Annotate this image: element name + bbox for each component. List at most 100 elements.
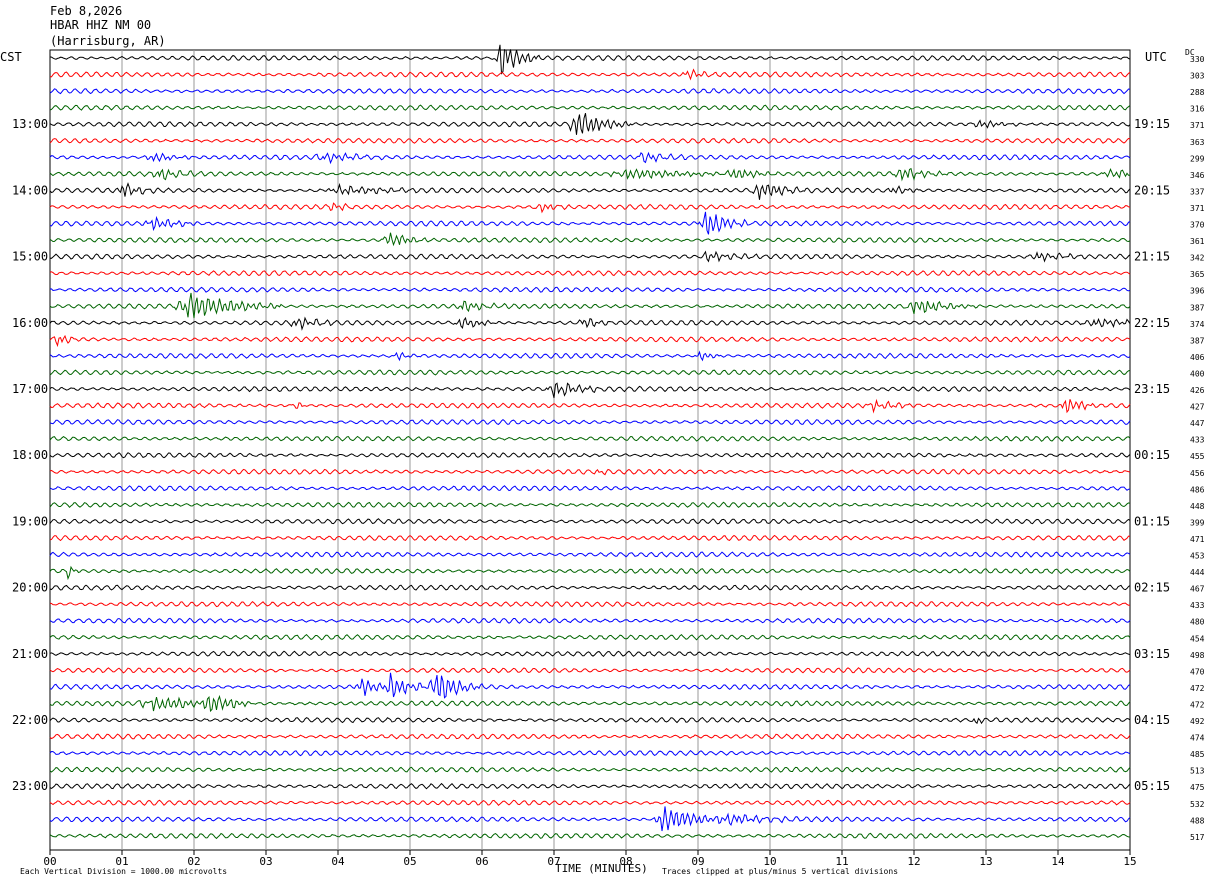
left-hour-label: 22:00	[12, 713, 48, 727]
seismic-trace	[49, 584, 1131, 591]
seismic-trace	[49, 501, 1131, 509]
dc-offset-label: 288	[1190, 88, 1205, 97]
seismic-trace	[49, 435, 1131, 442]
dc-offset-label: 467	[1190, 585, 1205, 594]
dc-offset-label: 371	[1190, 204, 1205, 213]
dc-offset-label: 433	[1190, 601, 1205, 610]
seismic-trace	[49, 452, 1131, 459]
right-hour-label: 03:15	[1134, 647, 1170, 661]
dc-offset-label: 371	[1190, 121, 1205, 130]
seismic-trace	[49, 634, 1131, 641]
seismic-trace	[49, 292, 1131, 319]
right-hour-label: 01:15	[1134, 514, 1170, 528]
left-hour-label: 18:00	[12, 448, 48, 462]
seismic-trace	[49, 211, 1131, 235]
seismic-trace	[49, 716, 1131, 725]
clip-note: Traces clipped at plus/minus 5 vertical …	[662, 867, 899, 876]
dc-offset-label: 453	[1190, 552, 1205, 561]
dc-offset-label: 454	[1190, 634, 1205, 643]
right-hour-label: 00:15	[1134, 448, 1170, 462]
left-hour-label: 20:00	[12, 581, 48, 595]
dc-offset-label: 472	[1190, 684, 1205, 693]
dc-offset-label: 444	[1190, 568, 1205, 577]
dc-offset-label: 387	[1190, 336, 1205, 345]
dc-offset-label: 400	[1190, 369, 1205, 378]
right-hour-label: 23:15	[1134, 382, 1170, 396]
dc-offset-label: 427	[1190, 403, 1205, 412]
right-hour-label: 21:15	[1134, 250, 1170, 264]
dc-offset-label: 342	[1190, 254, 1205, 263]
seismic-trace	[49, 232, 1131, 247]
seismic-trace	[49, 565, 1131, 581]
left-hour-label: 21:00	[12, 647, 48, 661]
seismic-trace	[49, 749, 1131, 757]
dc-offset-label: 485	[1190, 750, 1205, 759]
seismic-trace	[49, 87, 1131, 95]
x-tick-label: 04	[331, 855, 345, 868]
dc-offset-label: 399	[1190, 518, 1205, 527]
dc-offset-label: 426	[1190, 386, 1205, 395]
x-tick-label: 07	[547, 855, 560, 868]
dc-offset-label: 316	[1190, 105, 1205, 114]
dc-offset-label: 448	[1190, 502, 1205, 511]
seismic-trace	[49, 650, 1131, 657]
seismic-trace	[49, 551, 1131, 558]
seismic-trace	[49, 167, 1130, 182]
plot-frame	[49, 49, 1131, 851]
dc-offset-label: 517	[1190, 833, 1205, 842]
dc-offset-label: 486	[1190, 485, 1205, 494]
left-hour-label: 14:00	[12, 183, 48, 197]
x-tick-label: 03	[259, 855, 272, 868]
dc-offset-label: 532	[1190, 800, 1205, 809]
seismic-trace	[49, 44, 1131, 75]
seismic-trace	[49, 485, 1131, 492]
seismic-trace	[49, 137, 1131, 144]
seismic-trace	[49, 733, 1131, 740]
seismic-trace	[49, 601, 1131, 608]
left-hour-label: 19:00	[12, 514, 48, 528]
seismic-trace	[49, 250, 1131, 263]
seismic-trace	[49, 468, 1131, 476]
dc-offset-label: 456	[1190, 469, 1205, 478]
dc-offset-label: 480	[1190, 618, 1205, 627]
dc-offset-label: 474	[1190, 734, 1205, 743]
x-tick-label: 10	[763, 855, 776, 868]
x-tick-label: 01	[115, 855, 128, 868]
left-hour-label: 23:00	[12, 779, 48, 793]
seismic-trace	[49, 286, 1131, 294]
seismic-trace	[49, 350, 1131, 362]
dc-offset-label: 406	[1190, 353, 1205, 362]
dc-offset-label: 374	[1190, 320, 1205, 329]
dc-offset-label: 498	[1190, 651, 1205, 660]
x-tick-label: 09	[691, 855, 704, 868]
seismic-trace	[49, 369, 1131, 376]
dc-offset-label: 363	[1190, 138, 1205, 147]
left-timezone-label: CST	[0, 50, 22, 64]
station-location: (Harrisburg, AR)	[50, 34, 166, 48]
x-tick-label: 02	[187, 855, 200, 868]
dc-offset-label: 365	[1190, 270, 1205, 279]
dc-offset-label: 370	[1190, 221, 1205, 230]
right-hour-label: 19:15	[1134, 117, 1170, 131]
seismic-trace	[49, 806, 1131, 832]
x-tick-label: 06	[475, 855, 488, 868]
seismic-trace	[49, 766, 1131, 773]
seismic-trace	[49, 799, 1131, 807]
seismic-trace	[49, 694, 1131, 713]
seismic-trace	[49, 334, 1131, 348]
right-hour-label: 22:15	[1134, 316, 1170, 330]
x-tick-label: 13	[979, 855, 992, 868]
x-tick-label: 14	[1051, 855, 1065, 868]
x-tick-label: 00	[43, 855, 56, 868]
seismic-trace	[49, 667, 1131, 674]
left-hour-label: 16:00	[12, 316, 48, 330]
plot-date: Feb 8,2026	[50, 4, 123, 18]
scale-note: Each Vertical Division = 1000.00 microvo…	[20, 867, 228, 876]
dc-offset-label: 387	[1190, 303, 1205, 312]
seismic-trace	[49, 269, 1131, 277]
station-code: HBAR HHZ NM 00	[50, 18, 152, 32]
left-hour-label: 17:00	[12, 382, 48, 396]
seismic-trace	[49, 672, 1131, 699]
right-hour-label: 04:15	[1134, 713, 1170, 727]
